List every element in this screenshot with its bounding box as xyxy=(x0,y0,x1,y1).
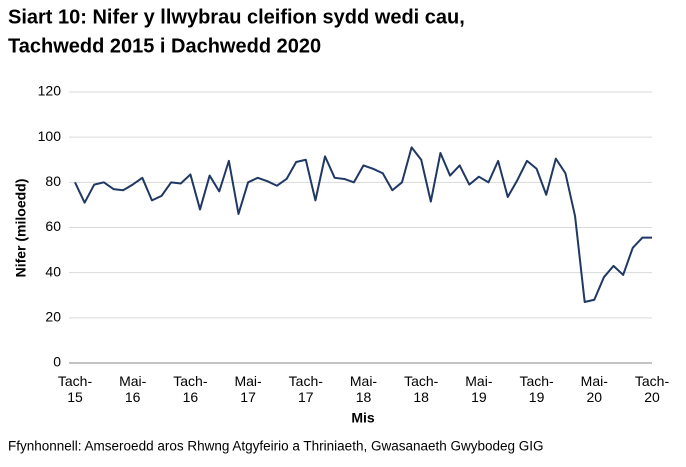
source: Ffynhonnell: Amseroedd aros Rhwng Atgyfe… xyxy=(8,439,544,454)
y-tick-label: 0 xyxy=(53,354,61,370)
y-tick-label: 60 xyxy=(45,218,61,234)
x-tick-label: Mai-16 xyxy=(119,373,147,405)
y-axis-label: Nifer (miloedd) xyxy=(13,179,29,278)
y-tick-label: 100 xyxy=(38,128,62,144)
x-tick-label: Mai-17 xyxy=(234,373,262,405)
chart-title: Tachwedd 2015 i Dachwedd 2020 xyxy=(8,35,321,57)
data-line xyxy=(74,146,652,304)
y-tick-label: 20 xyxy=(45,309,61,325)
x-tick-label: Mai-18 xyxy=(349,373,378,405)
x-tick-label: Tach-15 xyxy=(57,373,93,405)
y-tick-label: 120 xyxy=(38,83,62,99)
y-tick-label: 80 xyxy=(45,173,61,189)
x-tick-label: Tach-19 xyxy=(519,373,554,405)
y-tick-label: 40 xyxy=(45,263,61,279)
x-axis-label: Mis xyxy=(351,410,375,426)
x-tick-label: Tach-20 xyxy=(634,373,670,405)
x-tick-label: Mai-19 xyxy=(465,373,493,405)
chart-title: Siart 10: Nifer y llwybrau cleifion sydd… xyxy=(8,6,465,28)
x-tick-label: Tach-16 xyxy=(173,373,208,405)
x-tick-label: Mai-20 xyxy=(580,373,608,405)
x-tick-label: Tach-18 xyxy=(404,373,439,405)
x-tick-label: Tach-17 xyxy=(288,373,323,405)
